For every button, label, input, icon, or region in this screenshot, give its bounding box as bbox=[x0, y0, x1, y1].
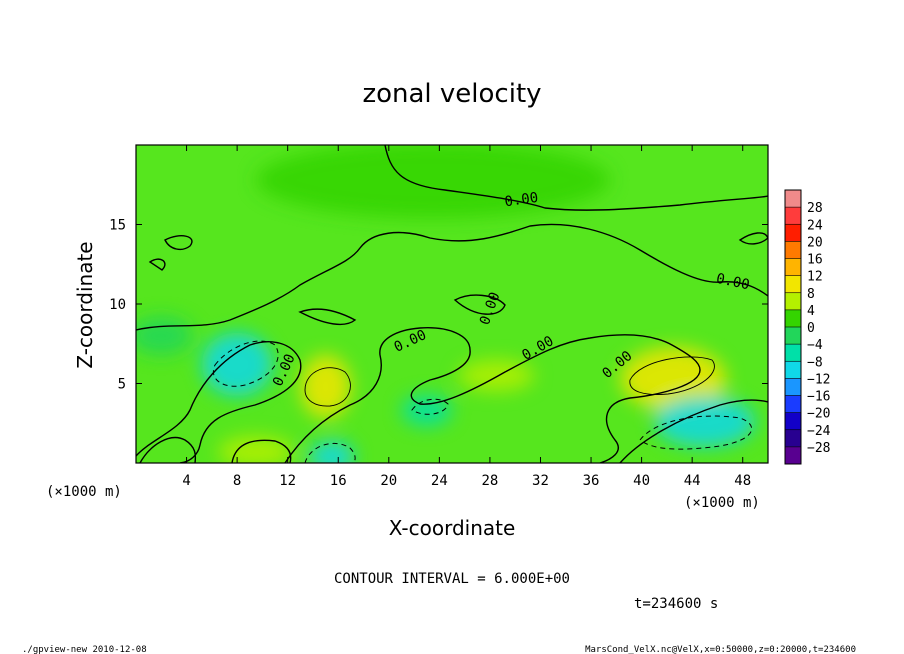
colorbar-swatch bbox=[785, 344, 801, 362]
colorbar-label: −28 bbox=[807, 441, 830, 456]
y-axis: 5 10 15 bbox=[109, 218, 768, 393]
colorbar-swatch bbox=[785, 429, 801, 447]
colorbar-swatch bbox=[785, 327, 801, 345]
y-tick-label: 5 bbox=[118, 377, 126, 393]
contour-zero-left-loop bbox=[136, 341, 302, 463]
colorbar-swatch bbox=[785, 378, 801, 396]
positive-contour-42 bbox=[629, 356, 715, 395]
chart-title: zonal velocity bbox=[362, 79, 541, 109]
colorbar-swatch bbox=[785, 258, 801, 276]
negative-contours bbox=[212, 340, 752, 463]
negative-region-5 bbox=[201, 332, 273, 397]
colorbar-label: −12 bbox=[807, 372, 830, 387]
contour-zero-center-band bbox=[284, 327, 701, 463]
colorbar-swatch bbox=[785, 292, 801, 310]
x-tick-label: 20 bbox=[380, 473, 397, 489]
contour-zero-island-a bbox=[298, 308, 357, 326]
positive-region-0 bbox=[256, 145, 610, 219]
negative-region-6 bbox=[654, 396, 756, 448]
colorbar-label: −16 bbox=[807, 390, 830, 405]
x-axis-label: X-coordinate bbox=[389, 516, 516, 540]
y-tick-label: 15 bbox=[109, 218, 126, 234]
colorbar-label: 20 bbox=[807, 235, 823, 250]
colorbar-swatch bbox=[785, 395, 801, 413]
contour-label-0: 0.00 bbox=[504, 190, 540, 211]
positive-region-4 bbox=[218, 435, 294, 463]
negative-region-7 bbox=[309, 440, 355, 463]
contour-zero-bottom-mid bbox=[231, 439, 292, 463]
x-tick-label: 44 bbox=[684, 473, 701, 489]
colorbar-label: 0 bbox=[807, 321, 815, 336]
contour-zero-island-e bbox=[453, 294, 506, 315]
colorbar-swatch bbox=[785, 190, 801, 208]
positive-region-3 bbox=[458, 359, 535, 392]
x-unit-label: (×1000 m) bbox=[46, 484, 122, 500]
x-tick-label: 4 bbox=[182, 473, 190, 489]
x-tick-label: 48 bbox=[734, 473, 751, 489]
positive-contour-16 bbox=[304, 367, 351, 407]
colorbar-swatch bbox=[785, 241, 801, 259]
colorbar-label: −8 bbox=[807, 355, 823, 370]
x-axis: 4 8 12 16 20 24 28 32 36 40 44 48 bbox=[182, 145, 751, 489]
negative-contour-center bbox=[411, 398, 449, 415]
colorbar-swatch bbox=[785, 446, 801, 464]
x-tick-label: 40 bbox=[633, 473, 650, 489]
x-tick-label: 12 bbox=[279, 473, 296, 489]
x-tick-label: 24 bbox=[431, 473, 448, 489]
x-tick-label: 36 bbox=[583, 473, 600, 489]
colorbar-label: −24 bbox=[807, 424, 831, 439]
contour-zero-island-b bbox=[148, 258, 166, 271]
colorbar-label: −20 bbox=[807, 407, 830, 422]
y-unit-label: (×1000 m) bbox=[684, 495, 760, 511]
footer-left: ./gpview-new 2010-12-08 bbox=[22, 645, 147, 654]
colorbar-label: 4 bbox=[807, 304, 815, 319]
colorbar-label: 16 bbox=[807, 253, 823, 268]
negative-region-8 bbox=[401, 394, 452, 427]
contour-zero-upper bbox=[384, 145, 768, 211]
x-tick-label: 8 bbox=[233, 473, 241, 489]
time-text: t=234600 s bbox=[634, 596, 718, 612]
colorbar-swatch bbox=[785, 361, 801, 379]
colorbar-label: 12 bbox=[807, 270, 823, 285]
contour-interval-text: CONTOUR INTERVAL = 6.000E+00 bbox=[334, 571, 570, 587]
x-tick-label: 28 bbox=[481, 473, 498, 489]
x-tick-label: 32 bbox=[532, 473, 549, 489]
negative-contour-bottom bbox=[304, 443, 356, 463]
y-tick-label: 10 bbox=[109, 297, 126, 313]
colorbar-label: 24 bbox=[807, 218, 823, 233]
footer-right: MarsCond_VelX.nc@VelX,x=0:50000,z=0:2000… bbox=[585, 645, 856, 654]
colorbar-swatch bbox=[785, 309, 801, 327]
contour-zero-bottom-left bbox=[139, 436, 197, 463]
contour-zero-middle bbox=[136, 223, 768, 331]
positive-region-2 bbox=[620, 346, 727, 411]
positive-contours bbox=[304, 356, 715, 407]
colorbar-swatch bbox=[785, 224, 801, 242]
shaded-regions bbox=[136, 145, 756, 463]
colorbar-label: 8 bbox=[807, 287, 815, 302]
plot-area: 0.000.000.000.00 0.00 0.000.00 bbox=[136, 145, 768, 463]
colorbar-label: 28 bbox=[807, 201, 823, 216]
negative-region-9 bbox=[136, 316, 193, 355]
contour-lines bbox=[136, 145, 768, 463]
colorbar: 28 24 20 16 12 8 4 0 −4 −8 −12 −16 −20 −24 −28 bbox=[784, 189, 831, 465]
y-axis-label: Z-coordinate bbox=[73, 241, 97, 368]
negative-contour-left bbox=[212, 340, 279, 387]
x-tick-label: 16 bbox=[330, 473, 347, 489]
colorbar-swatch bbox=[785, 275, 801, 293]
contour-zero-right-lower bbox=[619, 399, 768, 463]
contour-label-1: 0.00 bbox=[715, 271, 751, 294]
contour-zero-island-c bbox=[164, 235, 193, 251]
contour-zero-island-d bbox=[738, 232, 768, 245]
colorbar-swatch bbox=[785, 412, 801, 430]
colorbar-swatch bbox=[785, 207, 801, 225]
colorbar-label: −4 bbox=[807, 338, 823, 353]
